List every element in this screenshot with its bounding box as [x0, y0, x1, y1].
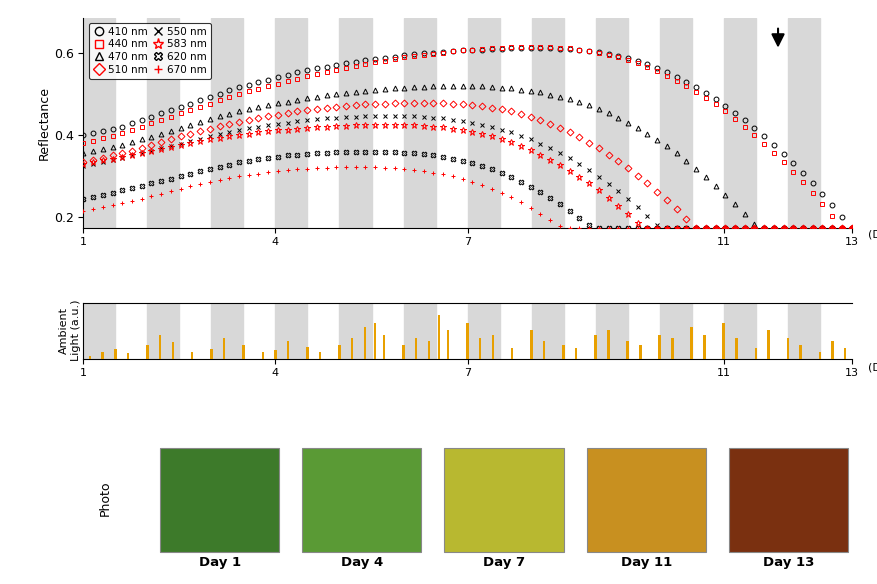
Bar: [83, 303, 115, 359]
Bar: [102, 352, 103, 359]
Bar: [223, 338, 225, 359]
Bar: [574, 348, 577, 359]
Bar: [364, 327, 366, 359]
Legend: 410 nm, 440 nm, 470 nm, 510 nm, 550 nm, 583 nm, 620 nm, 670 nm: 410 nm, 440 nm, 470 nm, 510 nm, 550 nm, …: [89, 23, 210, 79]
Bar: [659, 18, 691, 228]
Bar: [319, 352, 321, 359]
Text: Day 7: Day 7: [482, 557, 524, 569]
Bar: [210, 349, 212, 359]
Bar: [437, 315, 439, 359]
Text: Day 11: Day 11: [620, 557, 671, 569]
Bar: [787, 18, 819, 228]
Bar: [403, 18, 435, 228]
FancyBboxPatch shape: [160, 448, 279, 552]
Bar: [89, 356, 91, 359]
FancyBboxPatch shape: [586, 448, 705, 552]
Bar: [530, 331, 532, 359]
Bar: [734, 338, 737, 359]
Bar: [242, 345, 245, 359]
Bar: [786, 338, 788, 359]
Bar: [446, 331, 449, 359]
Bar: [607, 331, 609, 359]
Bar: [638, 345, 641, 359]
Bar: [147, 303, 179, 359]
Bar: [83, 18, 115, 228]
Bar: [491, 335, 494, 359]
Bar: [626, 342, 628, 359]
Bar: [787, 303, 819, 359]
Bar: [723, 18, 755, 228]
Bar: [702, 335, 705, 359]
Bar: [146, 345, 148, 359]
Bar: [403, 303, 435, 359]
Bar: [275, 18, 307, 228]
Bar: [659, 303, 691, 359]
Bar: [843, 348, 845, 359]
Bar: [287, 342, 289, 359]
Text: Photo: Photo: [98, 481, 111, 516]
Bar: [723, 303, 755, 359]
Bar: [402, 345, 404, 359]
Bar: [798, 345, 801, 359]
Bar: [338, 345, 340, 359]
Bar: [658, 335, 660, 359]
Bar: [306, 347, 308, 359]
Bar: [211, 18, 243, 228]
Bar: [817, 352, 820, 359]
Bar: [595, 303, 627, 359]
Bar: [510, 348, 513, 359]
Bar: [261, 352, 263, 359]
Bar: [753, 348, 756, 359]
FancyBboxPatch shape: [302, 448, 421, 552]
Bar: [147, 18, 179, 228]
Bar: [531, 303, 563, 359]
Bar: [172, 342, 174, 359]
Bar: [689, 327, 692, 359]
Bar: [467, 18, 499, 228]
FancyBboxPatch shape: [444, 448, 563, 552]
Bar: [274, 350, 276, 359]
Bar: [127, 353, 129, 359]
Bar: [382, 335, 385, 359]
Bar: [831, 342, 832, 359]
Bar: [562, 345, 564, 359]
Bar: [543, 342, 545, 359]
Bar: [275, 303, 307, 359]
Bar: [466, 323, 468, 359]
Bar: [351, 338, 353, 359]
Text: Day 1: Day 1: [198, 557, 240, 569]
FancyBboxPatch shape: [728, 448, 847, 552]
Bar: [191, 352, 193, 359]
Y-axis label: Ambient
Light (a.u.): Ambient Light (a.u.): [59, 300, 81, 361]
Bar: [594, 335, 596, 359]
Bar: [159, 335, 161, 359]
Bar: [415, 338, 417, 359]
Y-axis label: Reflectance: Reflectance: [38, 85, 51, 159]
Bar: [211, 303, 243, 359]
Bar: [595, 18, 627, 228]
Text: (Days): (Days): [866, 230, 877, 239]
Bar: [671, 338, 673, 359]
Bar: [339, 18, 371, 228]
Bar: [531, 18, 563, 228]
Bar: [339, 303, 371, 359]
Bar: [766, 331, 768, 359]
Bar: [722, 323, 724, 359]
Bar: [479, 338, 481, 359]
Bar: [114, 349, 117, 359]
Text: (Days): (Days): [866, 363, 877, 373]
Bar: [467, 303, 499, 359]
Text: Day 13: Day 13: [762, 557, 813, 569]
Text: Day 4: Day 4: [340, 557, 382, 569]
Bar: [427, 342, 430, 359]
Bar: [373, 323, 375, 359]
